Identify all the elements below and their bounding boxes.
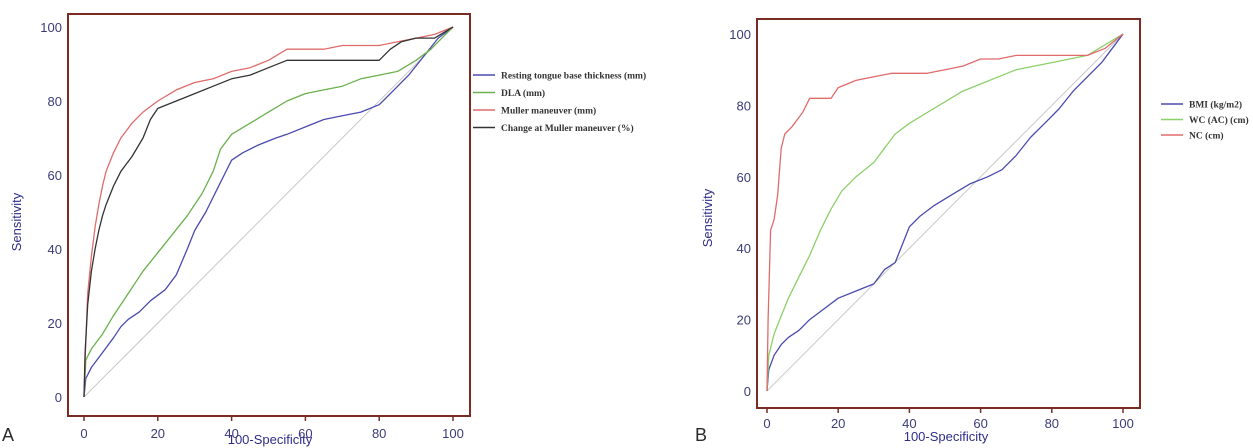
x-tick-label: 40 [224,426,238,441]
plot-frame [756,18,1141,409]
y-tick-label: 20 [48,316,62,331]
legend-label: Resting tongue base thickness (mm) [501,71,646,82]
y-tick-label: 60 [737,170,751,185]
x-tick-label: 0 [763,416,770,431]
series-line-4 [83,26,454,398]
legend-label: NC (cm) [1189,131,1224,142]
reference-diagonal [83,26,454,398]
y-tick-label: 40 [48,242,62,257]
x-tick-label: 0 [80,426,87,441]
legend-label: BMI (kg/m2) [1189,100,1242,111]
roc-chart-a: A 100-Specificity Sensitivity 0 20 40 60 80 1… [2,13,646,447]
panel-letter-a: A [2,425,14,445]
legend-label: WC (AC) (cm) [1189,115,1249,126]
panel-letter-b: B [695,425,707,445]
reference-diagonal [766,33,1124,392]
plot-frame [67,13,471,417]
legend: BMI (kg/m2) WC (AC) (cm) NC (cm) [1161,100,1249,142]
y-tick-label: 100 [40,20,62,35]
legend-label: Muller maneuver (mm) [501,106,596,117]
y-tick-label: 0 [55,390,62,405]
legend: Resting tongue base thickness (mm) DLA (m… [473,71,646,134]
legend-label: Change at Muller maneuver (%) [501,123,634,134]
roc-chart-b: B 100-Specificity Sensitivity 0 20 40 60 80 1… [695,18,1249,445]
series-line-1 [83,26,454,398]
x-axis-title: 100-Specificity [228,432,313,447]
y-tick-label: 60 [48,168,62,183]
series-line-1 [766,33,1124,392]
y-tick-label: 80 [48,94,62,109]
x-tick-label: 20 [831,416,845,431]
y-tick-label: 80 [737,98,751,113]
y-axis-title: Sensitivity [700,188,715,247]
x-axis-title: 100-Specificity [904,429,989,444]
y-tick-label: 20 [737,313,751,328]
x-tick-label: 100 [442,426,464,441]
series-line-3 [766,33,1124,392]
x-tick-label: 40 [902,416,916,431]
series-line-2 [766,33,1124,392]
y-tick-label: 0 [744,384,751,399]
legend-label: DLA (mm) [501,88,545,99]
x-tick-label: 100 [1112,416,1134,431]
x-tick-label: 60 [298,426,312,441]
y-axis-title: Sensitivity [9,192,24,251]
y-tick-label: 40 [737,241,751,256]
x-tick-label: 60 [973,416,987,431]
y-tick-label: 100 [729,27,751,42]
x-tick-label: 80 [372,426,386,441]
series-line-3 [83,26,454,398]
x-tick-label: 20 [151,426,165,441]
series-line-2 [83,26,454,398]
x-tick-label: 80 [1045,416,1059,431]
